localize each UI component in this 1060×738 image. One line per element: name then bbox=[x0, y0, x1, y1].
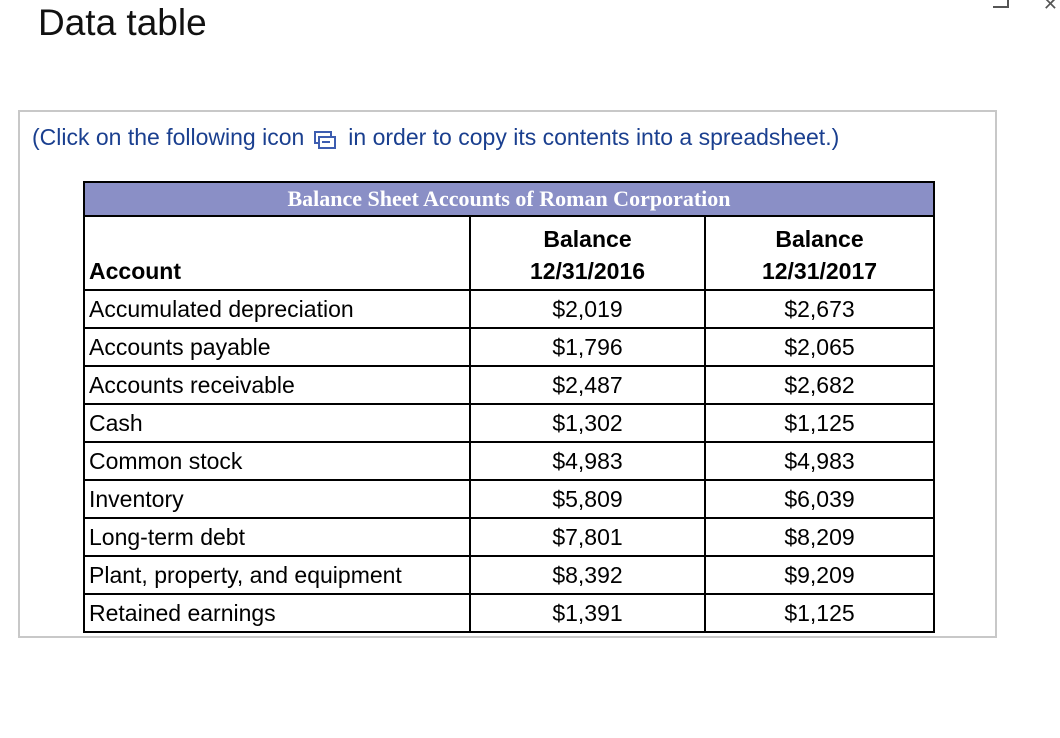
balance-2017-cell: $9,209 bbox=[704, 555, 935, 595]
instruction-text-after: in order to copy its contents into a spr… bbox=[348, 124, 840, 150]
balance-2017-cell: $2,065 bbox=[704, 327, 935, 367]
table-row: Accounts receivable $2,487 $2,682 bbox=[83, 365, 935, 405]
close-icon[interactable]: ✕ bbox=[1042, 0, 1058, 15]
table-row: Long-term debt $7,801 $8,209 bbox=[83, 517, 935, 557]
account-cell: Common stock bbox=[83, 441, 471, 481]
table-row: Common stock $4,983 $4,983 bbox=[83, 441, 935, 481]
instruction-text-before: (Click on the following icon bbox=[32, 124, 305, 150]
account-cell: Accounts payable bbox=[83, 327, 471, 367]
minimize-icon[interactable] bbox=[993, 0, 1009, 8]
table-row: Accumulated depreciation $2,019 $2,673 bbox=[83, 289, 935, 329]
account-cell: Cash bbox=[83, 403, 471, 443]
dialog-title: Data table bbox=[38, 2, 207, 43]
copy-to-spreadsheet-icon[interactable] bbox=[312, 130, 337, 149]
header-balance-2016-line2: 12/31/2016 bbox=[529, 258, 646, 284]
balance-2017-cell: $1,125 bbox=[704, 403, 935, 443]
balance-2017-cell: $2,682 bbox=[704, 365, 935, 405]
balance-2017-cell: $6,039 bbox=[704, 479, 935, 519]
table-row: Inventory $5,809 $6,039 bbox=[83, 479, 935, 519]
balance-2016-cell: $2,487 bbox=[469, 365, 706, 405]
table-row: Accounts payable $1,796 $2,065 bbox=[83, 327, 935, 367]
balance-sheet-table: Balance Sheet Accounts of Roman Corporat… bbox=[83, 181, 935, 633]
account-cell: Plant, property, and equipment bbox=[83, 555, 471, 595]
balance-2017-cell: $2,673 bbox=[704, 289, 935, 329]
table-caption: Balance Sheet Accounts of Roman Corporat… bbox=[83, 181, 935, 217]
balance-2017-cell: $8,209 bbox=[704, 517, 935, 557]
header-account: Account bbox=[83, 215, 471, 291]
balance-2016-cell: $1,796 bbox=[469, 327, 706, 367]
balance-2016-cell: $5,809 bbox=[469, 479, 706, 519]
account-cell: Accounts receivable bbox=[83, 365, 471, 405]
header-balance-2017-line1: Balance bbox=[775, 226, 864, 252]
balance-2017-cell: $1,125 bbox=[704, 593, 935, 633]
table-row: Cash $1,302 $1,125 bbox=[83, 403, 935, 443]
header-balance-2017: Balance 12/31/2017 bbox=[704, 215, 935, 291]
balance-2016-cell: $2,019 bbox=[469, 289, 706, 329]
balance-2016-cell: $7,801 bbox=[469, 517, 706, 557]
table-row: Retained earnings $1,391 $1,125 bbox=[83, 593, 935, 633]
balance-2016-cell: $4,983 bbox=[469, 441, 706, 481]
window-controls: ✕ bbox=[990, 0, 1060, 15]
copy-instruction: (Click on the following icon in order to … bbox=[32, 124, 839, 151]
header-balance-2017-line2: 12/31/2017 bbox=[761, 258, 878, 284]
balance-2017-cell: $4,983 bbox=[704, 441, 935, 481]
account-cell: Long-term debt bbox=[83, 517, 471, 557]
data-table-panel: (Click on the following icon in order to … bbox=[18, 110, 997, 638]
balance-2016-cell: $8,392 bbox=[469, 555, 706, 595]
balance-2016-cell: $1,391 bbox=[469, 593, 706, 633]
account-cell: Retained earnings bbox=[83, 593, 471, 633]
table-row: Plant, property, and equipment $8,392 $9… bbox=[83, 555, 935, 595]
account-cell: Inventory bbox=[83, 479, 471, 519]
header-balance-2016-line1: Balance bbox=[543, 226, 632, 252]
header-balance-2016: Balance 12/31/2016 bbox=[469, 215, 706, 291]
account-cell: Accumulated depreciation bbox=[83, 289, 471, 329]
balance-2016-cell: $1,302 bbox=[469, 403, 706, 443]
